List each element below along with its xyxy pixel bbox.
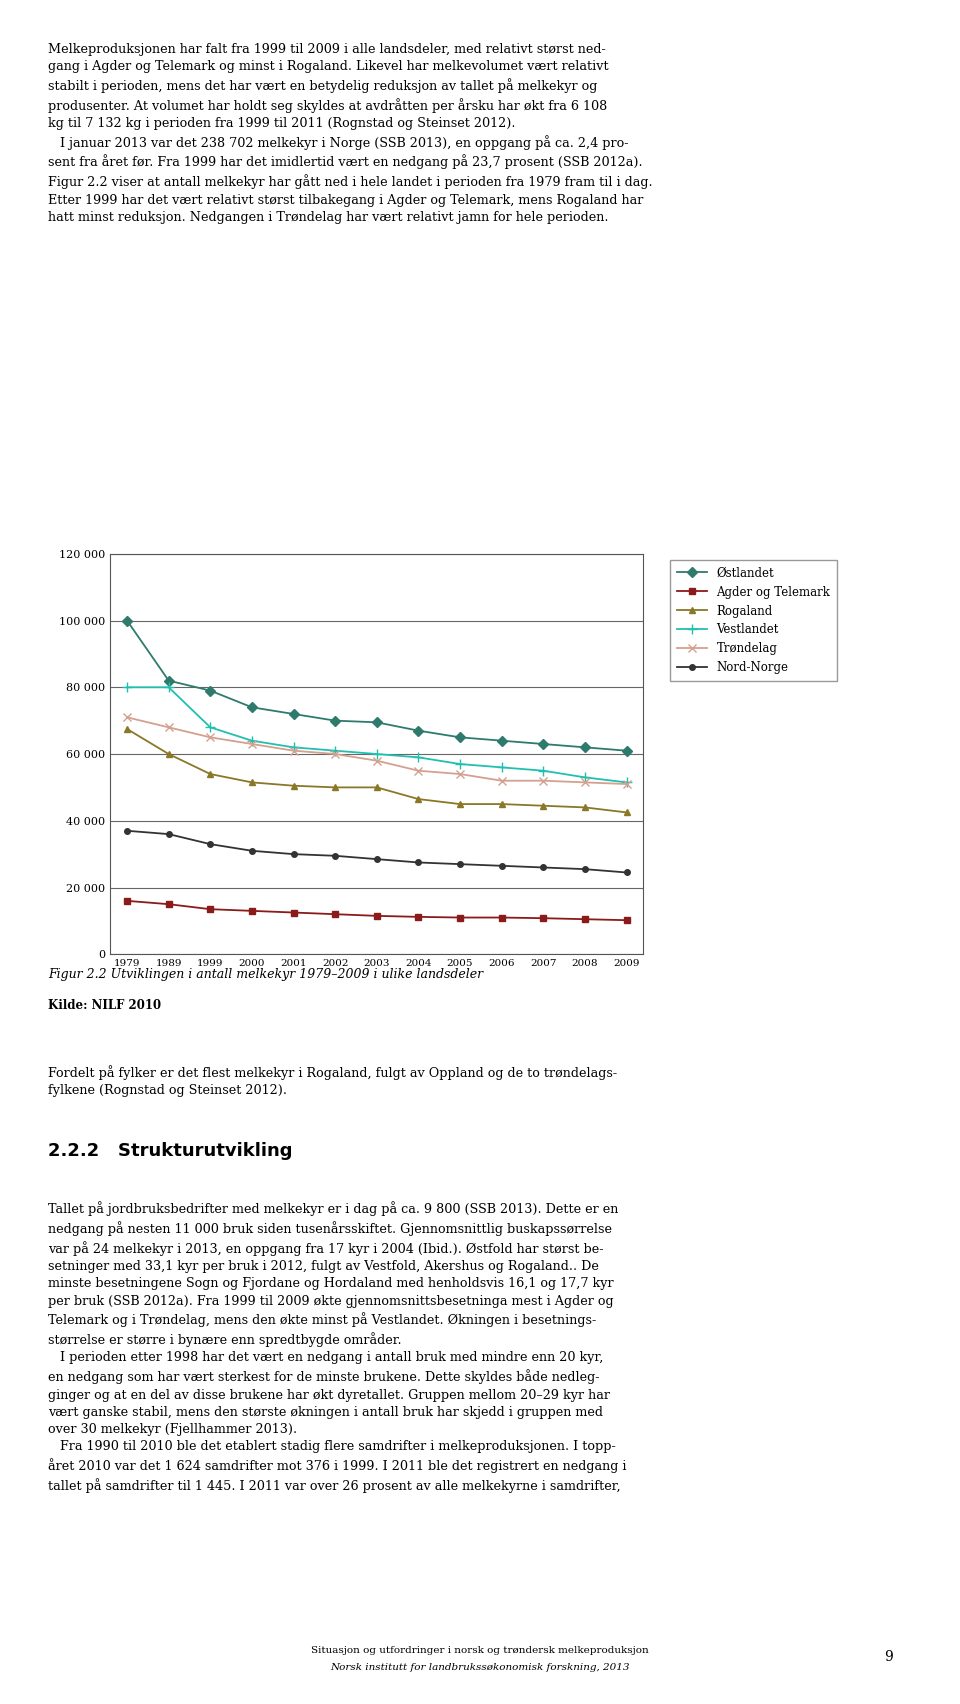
Agder og Telemark [329,903,341,924]
Line: Rogaland: Rogaland [124,726,630,816]
Trøndelag [163,717,175,738]
Rogaland [288,775,300,796]
Line: Nord-Norge: Nord-Norge [124,828,630,876]
Trøndelag [538,770,549,791]
Vestlandet [579,767,590,787]
Agder og Telemark [413,907,424,927]
Østlandet [288,704,300,724]
Text: Norsk institutt for landbrukssøkonomisk forskning, 2013: Norsk institutt for landbrukssøkonomisk … [330,1663,630,1672]
Text: Fordelt på fylker er det flest melkekyr i Rogaland, fulgt av Oppland og de to tr: Fordelt på fylker er det flest melkekyr … [48,1065,617,1097]
Rogaland [579,797,590,818]
Nord-Norge [329,845,341,866]
Rogaland [372,777,383,797]
Line: Vestlandet: Vestlandet [122,682,632,787]
Vestlandet [372,743,383,763]
Trøndelag [329,743,341,763]
Østlandet [496,731,508,751]
Nord-Norge [121,821,132,842]
Agder og Telemark [163,895,175,915]
Trøndelag [579,772,590,792]
Agder og Telemark [121,891,132,912]
Trøndelag [621,774,633,794]
Nord-Norge [163,823,175,843]
Trøndelag [372,750,383,770]
Line: Trøndelag: Trøndelag [123,714,631,789]
Trøndelag [413,760,424,780]
Østlandet [204,680,216,700]
Vestlandet [246,731,257,751]
Trøndelag [288,741,300,762]
Agder og Telemark [288,903,300,924]
Rogaland [329,777,341,797]
Trøndelag [496,770,508,791]
Nord-Norge [454,854,466,874]
Vestlandet [163,676,175,697]
Nord-Norge [621,862,633,883]
Vestlandet [454,753,466,774]
Vestlandet [496,757,508,777]
Rogaland [538,796,549,816]
Østlandet [621,741,633,762]
Vestlandet [329,741,341,762]
Agder og Telemark [372,905,383,925]
Østlandet [329,711,341,731]
Agder og Telemark [496,907,508,927]
Agder og Telemark [204,900,216,920]
Vestlandet [413,746,424,767]
Rogaland [246,772,257,792]
Rogaland [496,794,508,815]
Vestlandet [538,760,549,780]
Nord-Norge [246,840,257,861]
Nord-Norge [496,855,508,876]
Line: Østlandet: Østlandet [124,617,630,755]
Trøndelag [454,763,466,784]
Rogaland [204,763,216,784]
Trøndelag [121,707,132,728]
Text: Melkeproduksjonen har falt fra 1999 til 2009 i alle landsdeler, med relativt stø: Melkeproduksjonen har falt fra 1999 til … [48,43,653,223]
Vestlandet [288,738,300,758]
Rogaland [121,719,132,740]
Agder og Telemark [246,901,257,922]
Østlandet [372,712,383,733]
Østlandet [538,734,549,755]
Legend: Østlandet, Agder og Telemark, Rogaland, Vestlandet, Trøndelag, Nord-Norge: Østlandet, Agder og Telemark, Rogaland, … [670,559,837,682]
Østlandet [163,670,175,690]
Nord-Norge [288,843,300,864]
Agder og Telemark [454,907,466,927]
Nord-Norge [204,833,216,854]
Text: 2.2.2   Strukturutvikling: 2.2.2 Strukturutvikling [48,1142,293,1160]
Rogaland [163,743,175,763]
Rogaland [621,803,633,823]
Text: Kilde: NILF 2010: Kilde: NILF 2010 [48,999,161,1012]
Rogaland [413,789,424,809]
Line: Agder og Telemark: Agder og Telemark [124,898,630,924]
Rogaland [454,794,466,815]
Agder og Telemark [538,908,549,929]
Text: Situasjon og utfordringer i norsk og trøndersk melkeproduksjon: Situasjon og utfordringer i norsk og trø… [311,1646,649,1655]
Østlandet [579,738,590,758]
Nord-Norge [372,849,383,869]
Text: Figur 2.2 Utviklingen i antall melkekyr 1979–2009 i ulike landsdeler: Figur 2.2 Utviklingen i antall melkekyr … [48,968,483,982]
Vestlandet [204,717,216,738]
Agder og Telemark [621,910,633,930]
Østlandet [413,721,424,741]
Trøndelag [246,734,257,755]
Østlandet [246,697,257,717]
Vestlandet [621,772,633,792]
Nord-Norge [579,859,590,879]
Text: 9: 9 [884,1651,893,1665]
Østlandet [121,610,132,630]
Trøndelag [204,728,216,748]
Agder og Telemark [579,908,590,929]
Nord-Norge [413,852,424,872]
Østlandet [454,728,466,748]
Nord-Norge [538,857,549,878]
Vestlandet [121,676,132,697]
Text: Tallet på jordbruksbedrifter med melkekyr er i dag på ca. 9 800 (SSB 2013). Dett: Tallet på jordbruksbedrifter med melkeky… [48,1201,627,1493]
